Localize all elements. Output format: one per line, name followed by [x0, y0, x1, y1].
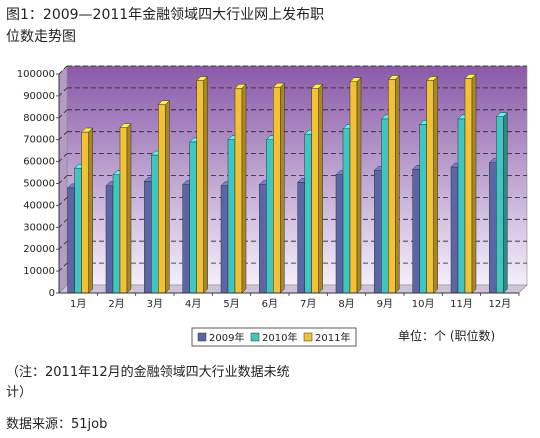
gridline	[58, 175, 68, 184]
y-tick-label: 0	[49, 288, 55, 299]
x-tick-label: 3月	[147, 298, 163, 310]
bar	[335, 174, 344, 294]
bar-side	[503, 112, 508, 294]
chart: 0 10000 20000 30000 40000 50000 60000 70000 8000…	[17, 65, 528, 347]
bar-side	[318, 83, 323, 294]
bar	[419, 124, 427, 294]
bar-side	[88, 127, 93, 294]
gridline	[58, 109, 68, 119]
x-tick-label: 8月	[338, 298, 354, 310]
bar-side	[126, 123, 132, 294]
bar	[489, 162, 497, 294]
bar	[144, 181, 152, 294]
legend-swatch	[197, 332, 207, 342]
bar	[112, 174, 121, 294]
bar	[388, 79, 396, 294]
footnote: （注：2011年12月的金融领域四大行业数据未统计）	[6, 365, 290, 400]
bar	[158, 104, 166, 294]
legend-label: 2010年	[262, 331, 297, 344]
bar	[464, 78, 473, 294]
bar-side	[471, 73, 477, 294]
bar-side	[356, 77, 362, 294]
data-source: 数据来源：51job	[6, 417, 108, 432]
y-tick-label: 40000	[23, 200, 55, 211]
gridline	[58, 197, 68, 206]
legend-box	[191, 327, 357, 347]
bar	[381, 118, 389, 294]
bar	[67, 187, 75, 294]
bar	[342, 128, 351, 294]
y-tick-label: 70000	[23, 135, 55, 146]
unit-note: 单位：个 (职位数)	[398, 329, 496, 343]
bar	[374, 170, 382, 294]
gridline	[58, 65, 68, 75]
y-tick-label: 30000	[23, 222, 55, 233]
bar	[450, 166, 459, 294]
x-tick-label: 10月	[412, 298, 435, 310]
bar-side	[433, 75, 438, 294]
bar-side	[165, 100, 170, 294]
bar	[311, 87, 319, 294]
bar	[259, 184, 267, 294]
bar	[304, 133, 312, 294]
y-tick-label: 80000	[23, 113, 55, 124]
y-tick-label: 10000	[23, 266, 55, 277]
bar	[119, 127, 128, 294]
gridline	[58, 131, 68, 140]
x-tick-label: 7月	[300, 298, 316, 310]
gridline	[58, 219, 68, 228]
bar	[297, 182, 305, 294]
legend-label: 2009年	[209, 331, 244, 344]
bar	[220, 185, 229, 294]
x-tick-label: 12月	[488, 298, 511, 310]
x-tick-label: 9月	[377, 298, 393, 310]
x-tick-label: 5月	[223, 298, 239, 310]
bar	[227, 139, 236, 294]
bar	[273, 86, 281, 294]
bar	[457, 118, 466, 294]
bar	[266, 139, 274, 294]
y-tick-label: 20000	[23, 244, 55, 255]
x-tick-label: 11月	[450, 298, 473, 310]
bar	[81, 131, 89, 294]
bar-side	[203, 75, 208, 294]
bar	[234, 87, 243, 294]
gridline	[58, 153, 68, 162]
x-tick-label: 4月	[185, 298, 201, 310]
gridline	[58, 87, 68, 97]
legend-label: 2011年	[315, 331, 350, 344]
plot-side-wall	[58, 65, 68, 294]
bar-side	[280, 82, 285, 294]
legend-swatch	[303, 332, 313, 342]
bar	[189, 141, 197, 294]
chart-title: 图1：2009—2011年金融领域四大行业网上发布职位数走势图	[6, 7, 325, 45]
bar	[151, 154, 159, 294]
x-tick-label: 1月	[70, 298, 86, 310]
y-tick-label: 50000	[23, 179, 55, 190]
legend-swatch	[250, 332, 260, 342]
x-tick-label: 6月	[262, 298, 278, 310]
y-tick-label: 90000	[23, 91, 55, 102]
bar	[196, 80, 204, 294]
x-tick-label: 2月	[108, 298, 124, 310]
bar	[349, 81, 358, 294]
y-tick-label: 60000	[23, 157, 55, 168]
bar	[74, 167, 82, 294]
bar	[496, 116, 504, 294]
bar	[105, 185, 114, 294]
bar	[412, 169, 420, 294]
bar	[182, 184, 190, 294]
gridline	[58, 262, 68, 272]
y-tick-label: 100000	[17, 69, 55, 80]
bar-side	[241, 83, 247, 294]
bar	[426, 80, 434, 294]
bar-side	[395, 74, 400, 294]
gridline	[58, 240, 68, 250]
